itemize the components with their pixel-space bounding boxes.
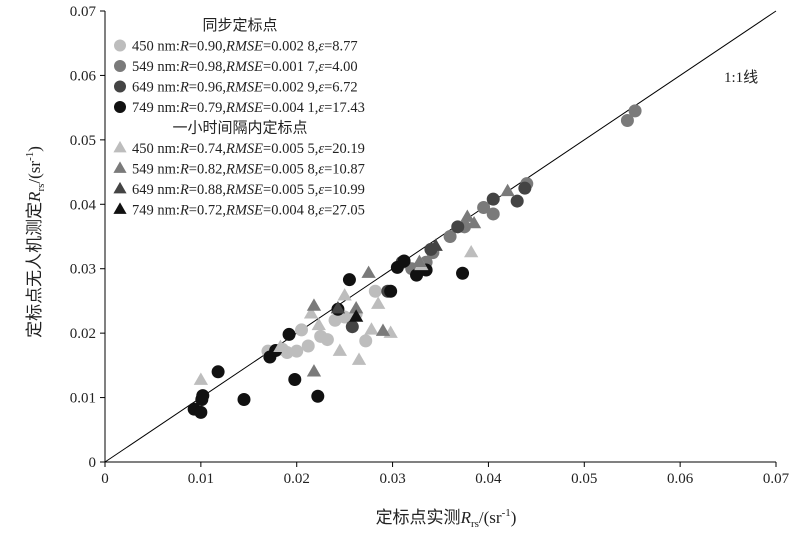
circle-data-point — [342, 273, 356, 287]
triangle-data-point — [348, 309, 364, 322]
x-tick-label: 0.03 — [379, 471, 405, 487]
legend-entry-text: 649 nm:R=0.96,RMSE=0.002 9,ε=6.72 — [132, 80, 358, 96]
circle-data-point — [295, 323, 309, 337]
circle-data-point — [345, 320, 359, 334]
triangle-data-point — [351, 352, 367, 365]
triangle-data-point — [364, 322, 379, 335]
triangle-data-point — [464, 244, 479, 258]
circle-data-point — [359, 334, 373, 348]
y-tick-label: 0.05 — [70, 133, 96, 149]
circle-data-point — [410, 268, 424, 282]
circle-data-point — [443, 230, 457, 243]
circle-data-point — [194, 405, 208, 419]
y-tick-label: 0.01 — [70, 391, 96, 407]
triangle-data-point — [330, 301, 346, 314]
triangle-data-point — [273, 339, 288, 353]
legend-circle-marker — [114, 60, 126, 72]
x-tick-label: 0.01 — [188, 471, 214, 487]
circle-data-point — [282, 327, 296, 341]
legend-entry-text: 549 nm:R=0.98,RMSE=0.001 7,ε=4.00 — [132, 59, 358, 75]
legend-circle-marker — [114, 80, 126, 93]
legend-entry-text: 549 nm:R=0.82,RMSE=0.005 8,ε=10.87 — [132, 162, 365, 178]
legend-triangle-marker — [113, 202, 127, 214]
y-axis-label: 定标点无人机测定Rrs/(sr-1) — [24, 146, 47, 338]
legend-group-title: 同步定标点 — [202, 17, 277, 34]
axes — [100, 10, 777, 467]
triangle-data-point — [332, 343, 347, 356]
circle-data-point — [518, 181, 532, 195]
triangle-data-point — [371, 296, 386, 309]
y-tick-label: 0.02 — [70, 326, 96, 342]
legend-circle-marker — [114, 39, 126, 52]
circle-data-point — [451, 220, 465, 234]
y-tick-label: 0 — [89, 455, 97, 471]
legend-group-title: 一小时间隔内定标点 — [172, 120, 307, 137]
tick-labels: 0 0.01 0.02 0.03 0.04 0.05 0.06 0.07 0 0.01 0.02 0.… — [70, 4, 790, 487]
legend-entry-text: 450 nm:R=0.74,RMSE=0.005 5,ε=20.19 — [132, 141, 365, 157]
circle-data-point — [486, 207, 500, 221]
legend-triangle-marker — [113, 161, 127, 173]
y-tick-label: 0.07 — [70, 4, 97, 20]
triangle-data-point — [311, 317, 326, 331]
circle-data-point — [237, 393, 251, 407]
circle-data-point — [290, 344, 304, 358]
triangle-data-point — [466, 215, 482, 229]
triangle-data-point — [361, 265, 376, 278]
circle-data-point — [456, 266, 470, 280]
legend-triangle-marker — [113, 181, 127, 194]
data-points-layer — [187, 104, 642, 419]
circle-data-point — [288, 373, 302, 387]
x-tick-label: 0.06 — [667, 471, 694, 487]
circle-data-point — [397, 254, 411, 268]
y-tick-label: 0.06 — [70, 68, 97, 84]
triangle-data-point — [306, 298, 322, 311]
x-tick-label: 0 — [101, 471, 109, 487]
legend-triangle-marker — [113, 140, 127, 153]
circle-data-point — [486, 192, 500, 206]
reference-line-layer — [104, 10, 777, 463]
triangle-data-point — [460, 209, 475, 222]
x-tick-label: 0.02 — [284, 471, 310, 487]
one-to-one-line — [104, 10, 777, 463]
x-axis-label: 定标点实测Rrs/(sr-1) — [376, 507, 517, 530]
y-tick-label: 0.04 — [70, 197, 97, 213]
triangle-data-point — [500, 183, 515, 197]
legend-circle-marker — [114, 101, 126, 113]
circle-data-point — [311, 389, 325, 403]
circle-data-point — [620, 114, 634, 128]
circle-data-point — [628, 104, 642, 118]
legend-entry-text: 649 nm:R=0.88,RMSE=0.005 5,ε=10.99 — [132, 182, 365, 198]
x-tick-label: 0.05 — [571, 471, 597, 487]
triangle-data-point — [375, 323, 391, 336]
triangle-data-point — [337, 288, 352, 301]
legend: 同步定标点 450 nm:R=0.90,RMSE=0.002 8,ε=8.77 54… — [113, 17, 365, 219]
y-tick-label: 0.03 — [70, 262, 96, 278]
legend-entry-text: 749 nm:R=0.79,RMSE=0.004 1,ε=17.43 — [132, 100, 365, 116]
circle-data-point — [196, 389, 210, 403]
circle-data-point — [510, 194, 524, 208]
triangle-data-point — [428, 238, 443, 251]
circle-data-point — [368, 284, 382, 298]
reference-line-label: 1:1线 — [724, 69, 758, 86]
triangle-data-point — [348, 301, 364, 314]
legend-entry-text: 749 nm:R=0.72,RMSE=0.004 8,ε=27.05 — [132, 203, 365, 219]
circle-data-point — [384, 284, 398, 298]
triangle-data-point — [193, 372, 209, 385]
circle-data-point — [301, 339, 315, 353]
circle-data-point — [477, 201, 491, 215]
circle-data-point — [320, 333, 334, 347]
legend-entry-text: 450 nm:R=0.90,RMSE=0.002 8,ε=8.77 — [132, 39, 358, 55]
triangle-data-point — [306, 364, 322, 377]
circle-data-point — [211, 365, 225, 379]
x-tick-label: 0.07 — [763, 471, 790, 487]
x-tick-label: 0.04 — [475, 471, 502, 487]
triangle-data-point — [412, 254, 427, 267]
triangle-data-point — [303, 306, 319, 319]
